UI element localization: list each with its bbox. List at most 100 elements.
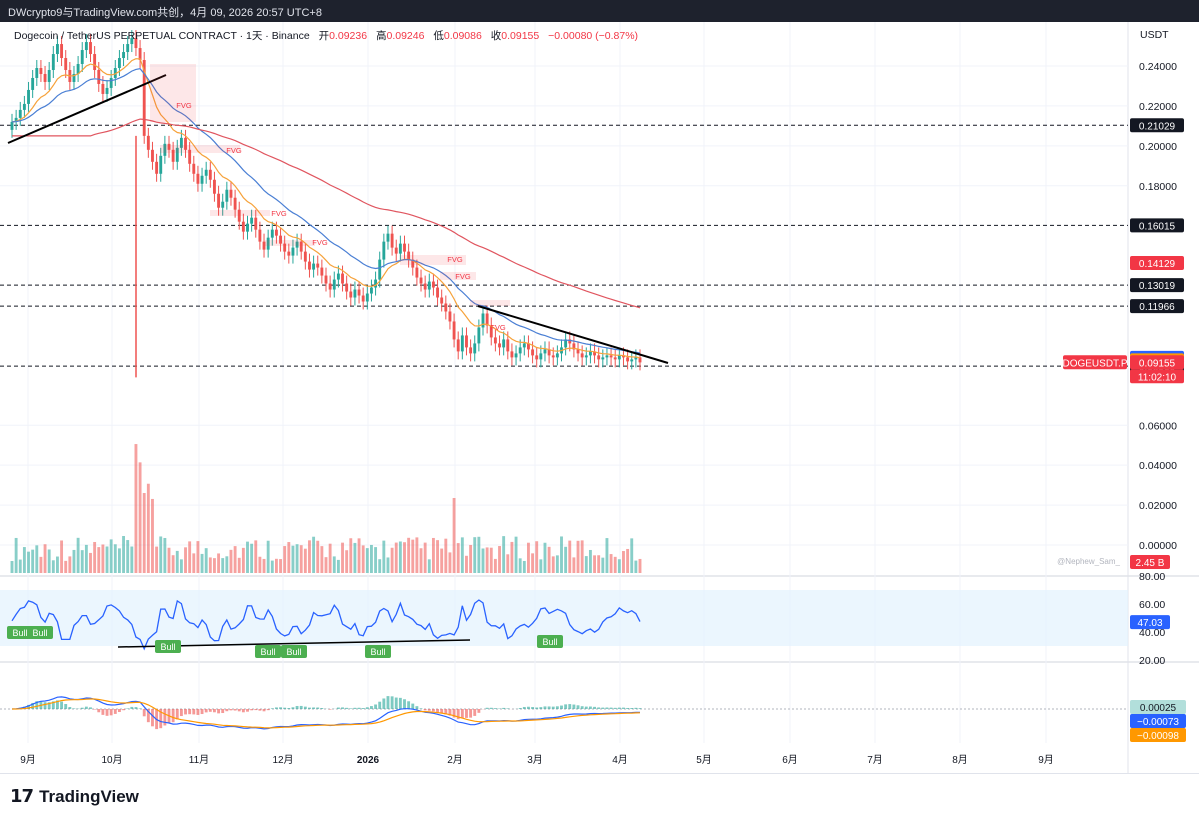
fvg-label: FVG — [312, 238, 328, 247]
volume-bar — [85, 545, 88, 573]
candle — [52, 54, 55, 70]
candle — [31, 78, 34, 90]
macd-bar — [490, 708, 493, 709]
candle — [626, 357, 629, 361]
volume-bar — [93, 542, 96, 573]
candle — [453, 321, 456, 339]
candle — [316, 264, 319, 268]
volume-bar — [370, 545, 373, 573]
macd-bar — [122, 709, 125, 710]
x-tick-label: 5月 — [696, 754, 712, 766]
macd-bar — [420, 708, 423, 709]
fvg-label: FVG — [176, 101, 192, 110]
macd-bar — [271, 708, 274, 709]
macd-bar — [560, 706, 563, 709]
macd-bar — [320, 708, 323, 709]
candle — [606, 355, 609, 357]
candle — [506, 339, 509, 351]
candle — [358, 290, 361, 296]
macd-bar — [601, 708, 604, 709]
candle — [502, 339, 505, 347]
candle — [23, 104, 26, 110]
volume-bar — [77, 538, 80, 573]
volume-bar — [110, 539, 113, 573]
macd-bar — [502, 708, 505, 709]
candle — [424, 284, 427, 290]
macd-bar — [234, 709, 237, 711]
candle — [614, 357, 617, 359]
macd-bar — [225, 709, 228, 711]
volume-bar — [585, 556, 588, 573]
volume-bar — [469, 545, 472, 573]
volume-bar — [196, 541, 199, 573]
volume-bar — [378, 559, 381, 573]
volume-bar — [68, 556, 71, 573]
volume-bar — [283, 546, 286, 573]
volume-bar — [97, 547, 100, 573]
candle — [325, 276, 328, 284]
macd-bar — [577, 705, 580, 709]
candle — [469, 347, 472, 353]
macd-bar — [304, 707, 307, 709]
candle — [159, 156, 162, 174]
macd-bar — [548, 706, 551, 709]
macd-bar — [254, 709, 257, 710]
candle — [370, 288, 373, 294]
macd-bar — [349, 708, 352, 709]
volume-bar — [527, 543, 530, 573]
rsi-tick-label: 80.00 — [1139, 571, 1165, 583]
macd-bar — [378, 702, 381, 709]
y-tick-label: 0.02000 — [1139, 500, 1177, 512]
macd-bar — [535, 707, 538, 709]
macd-value-label: −0.00073 — [1137, 717, 1179, 728]
candle — [329, 284, 332, 290]
volume-bar — [209, 557, 212, 573]
macd-bar — [477, 709, 480, 713]
candle — [399, 244, 402, 254]
candle — [122, 52, 125, 58]
macd-bar — [68, 707, 71, 709]
volume-bar — [634, 561, 637, 573]
tradingview-logo[interactable]: 𝟭𝟳 TradingView — [10, 786, 139, 807]
volume-bar — [593, 555, 596, 573]
volume-bar — [449, 552, 452, 573]
candle — [155, 162, 158, 174]
volume-bar — [39, 557, 42, 573]
close-label: 收 — [491, 30, 502, 42]
macd-bar — [415, 706, 418, 709]
low-label: 低 — [433, 30, 444, 42]
candle — [250, 218, 253, 224]
macd-bar — [527, 707, 530, 709]
x-tick-label: 10月 — [101, 754, 122, 766]
bull-marker-label: Bull — [286, 647, 301, 657]
candle — [89, 42, 92, 54]
volume-bar — [477, 537, 480, 573]
volume-bar — [316, 541, 319, 573]
x-tick-label: 2026 — [357, 755, 380, 766]
volume-bar — [217, 553, 220, 573]
macd-bar — [411, 704, 414, 709]
macd-bar — [287, 708, 290, 709]
macd-bar — [130, 707, 133, 709]
macd-bar — [370, 706, 373, 709]
macd-bar — [387, 696, 390, 709]
candle — [337, 274, 340, 280]
rsi-value-label: 47.03 — [1137, 618, 1162, 629]
candle — [362, 296, 365, 302]
rsi-tick-label: 60.00 — [1139, 599, 1165, 611]
volume-bar — [221, 558, 224, 573]
volume-bar — [362, 545, 365, 573]
macd-bar — [316, 707, 319, 709]
symbol-title[interactable]: Dogecoin / TetherUS PERPETUAL CONTRACT ·… — [14, 30, 310, 42]
macd-bar — [97, 709, 100, 712]
macd-bar — [589, 707, 592, 709]
macd-bar — [634, 708, 637, 709]
volume-bar — [391, 548, 394, 573]
volume-bar — [73, 550, 76, 573]
volume-bar — [337, 560, 340, 573]
candle — [449, 311, 452, 321]
volume-bar — [267, 541, 270, 573]
candle — [56, 44, 59, 54]
candle — [387, 234, 390, 242]
